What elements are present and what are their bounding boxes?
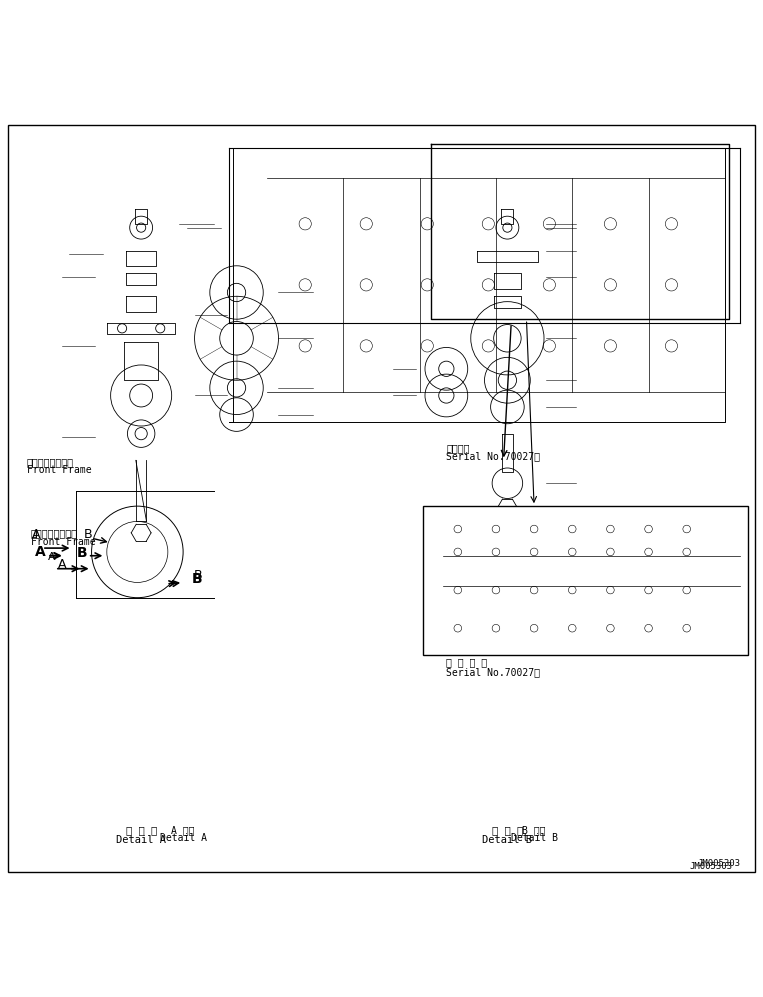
Text: A: A [32,528,41,541]
Text: Detail B: Detail B [510,833,558,843]
Text: B: B [192,572,202,586]
Text: Detail A: Detail A [159,833,207,843]
Text: A 詳細: A 詳細 [172,826,195,835]
Text: Serial No.70027～: Serial No.70027～ [446,667,540,677]
Text: フロントフレーム: フロントフレーム [31,527,78,537]
Bar [423,506,748,655]
Text: Front Frame: Front Frame [31,537,95,547]
Text: フロントフレーム: フロントフレーム [27,457,74,467]
Text: Ｂ 詳 細: Ｂ 詳 細 [492,826,523,835]
Text: JM005303: JM005303 [690,861,732,870]
Text: Front Frame: Front Frame [27,465,92,475]
Text: A: A [35,545,46,559]
Text: B: B [194,568,203,581]
Text: A: A [58,558,67,571]
Text: A: A [48,551,56,561]
Text: B 詳細: B 詳細 [523,826,546,835]
Text: 適用号機: 適用号機 [446,443,470,454]
Text: JM005303: JM005303 [697,858,740,867]
Text: Serial No.70027～: Serial No.70027～ [446,452,540,462]
Text: 適 用 号 機: 適 用 号 機 [446,658,488,668]
Text: Ａ 詳 細: Ａ 詳 細 [126,826,156,835]
Text: Detail B: Detail B [482,834,533,844]
Text: B: B [77,546,88,560]
Text: Detail A: Detail A [116,834,166,844]
Text: B: B [83,528,92,541]
